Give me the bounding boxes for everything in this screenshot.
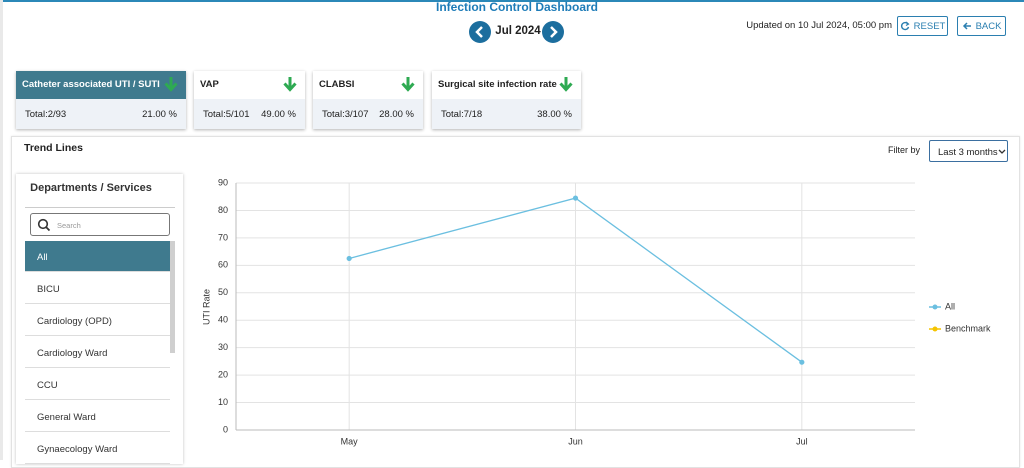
prev-month-button[interactable] xyxy=(469,21,491,43)
next-icon xyxy=(550,26,558,38)
filter-value: Last 3 months xyxy=(938,147,998,158)
department-item[interactable]: Cardiology (OPD) xyxy=(25,305,170,336)
search-box[interactable]: Search xyxy=(30,213,170,236)
x-tick-label: May xyxy=(341,436,359,446)
filter-label: Filter by xyxy=(887,145,920,155)
department-item[interactable]: General Ward xyxy=(25,401,170,432)
left-edge xyxy=(0,0,3,460)
updated-text: Updated on 10 Jul 2024, 05:00 pm xyxy=(746,20,892,31)
page-title: Infection Control Dashboard xyxy=(436,0,598,14)
card-name: CLABSI xyxy=(319,79,355,90)
separator xyxy=(25,207,175,208)
departments-title: Departments / Services xyxy=(30,182,152,194)
down-arrow-icon xyxy=(283,77,297,92)
back-button[interactable]: BACK xyxy=(957,16,1006,36)
card-name: Surgical site infection rate xyxy=(438,79,557,90)
card-rate: 49.00 % xyxy=(261,109,296,120)
trend-chart: UTI Rate 0 10 20 30 40 50 60 70 80 90 May Jun Jul All… xyxy=(201,177,991,446)
back-icon xyxy=(962,22,971,30)
reset-button[interactable]: RESET xyxy=(897,16,948,36)
y-tick-label: 70 xyxy=(218,232,228,242)
down-arrow-icon xyxy=(401,77,415,92)
y-tick-label: 90 xyxy=(218,177,228,187)
card-name: Catheter associated UTI / SUTI xyxy=(16,71,186,99)
y-tick-label: 80 xyxy=(218,205,228,215)
data-point xyxy=(799,359,805,365)
kpi-card[interactable]: VAP Total:5/101 49.00 % xyxy=(194,71,305,129)
top-border xyxy=(0,0,1024,2)
department-item[interactable]: CCU xyxy=(25,369,170,400)
back-label: BACK xyxy=(975,20,1002,32)
departments-panel xyxy=(16,174,183,464)
y-tick-label: 50 xyxy=(218,287,228,297)
select-caret xyxy=(998,149,1006,154)
card-total: Total:2/93 xyxy=(25,109,67,120)
card-footer: Total:5/101 49.00 % xyxy=(194,99,305,129)
down-arrow-icon xyxy=(559,77,573,92)
x-tick-label: Jun xyxy=(568,436,583,446)
card-total: Total:3/107 xyxy=(322,109,369,120)
y-tick-label: 30 xyxy=(218,342,228,352)
next-month-button[interactable] xyxy=(542,21,564,43)
card-footer: Total:2/93 21.00 % xyxy=(16,99,186,129)
reset-label: RESET xyxy=(913,20,946,32)
legend-dot xyxy=(932,326,938,332)
reset-icon xyxy=(900,21,910,31)
search-placeholder: Search xyxy=(57,221,81,230)
card-name: VAP xyxy=(200,79,219,90)
y-tick-label: 0 xyxy=(223,424,228,434)
y-tick-label: 40 xyxy=(218,315,228,325)
down-arrow-icon xyxy=(164,77,178,92)
kpi-card[interactable]: Surgical site infection rate Total:7/18 38… xyxy=(432,71,581,129)
kpi-card[interactable]: CLABSI Total:3/107 28.00 % xyxy=(313,71,423,129)
prev-icon xyxy=(475,26,483,38)
scrollbar xyxy=(170,241,175,353)
trend-title: Trend Lines xyxy=(24,142,83,154)
y-tick-label: 10 xyxy=(218,397,228,407)
card-total: Total:7/18 xyxy=(441,109,483,120)
search-icon xyxy=(37,218,51,232)
department-item[interactable]: BICU xyxy=(25,273,170,304)
card-rate: 28.00 % xyxy=(379,109,414,120)
data-point xyxy=(346,255,352,262)
legend-dot xyxy=(932,304,938,310)
card-total: Total:5/101 xyxy=(203,109,250,120)
department-item[interactable]: Gynaecology Ward xyxy=(25,433,170,464)
legend-label: Benchmark xyxy=(945,323,991,333)
card-rate: 21.00 % xyxy=(142,109,177,120)
period: Jul 2024 xyxy=(495,25,541,37)
x-tick-label: Jul xyxy=(796,436,808,446)
y-tick-label: 60 xyxy=(218,260,228,270)
filter-select[interactable]: Last 3 months xyxy=(929,140,1008,162)
department-item[interactable]: All xyxy=(25,241,170,272)
card-footer: Total:3/107 28.00 % xyxy=(313,99,423,129)
card-footer: Total:7/18 38.00 % xyxy=(432,99,581,129)
y-tick-label: 20 xyxy=(218,369,228,379)
kpi-card[interactable]: Catheter associated UTI / SUTI Total:2/93… xyxy=(16,71,186,129)
data-point xyxy=(572,195,579,201)
legend-label: All xyxy=(945,301,955,311)
department-item[interactable]: Cardiology Ward xyxy=(25,337,170,368)
card-rate: 38.00 % xyxy=(537,109,572,120)
y-axis-label: UTI Rate xyxy=(201,289,211,325)
